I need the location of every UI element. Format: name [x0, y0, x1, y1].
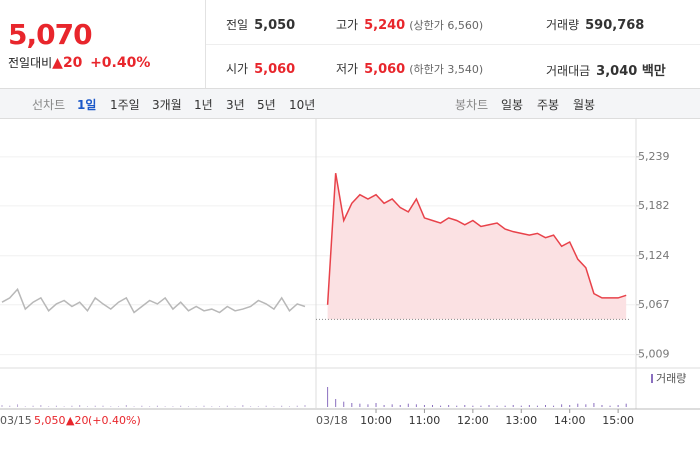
footer-text: 5,050: [34, 414, 66, 427]
stat-value: 3,040 백만: [596, 64, 666, 79]
stat-label: 거래량: [546, 18, 580, 32]
stat-label: 시가: [226, 62, 249, 76]
stat: 거래량 590,768: [546, 16, 644, 33]
x-tick-label: 13:00: [505, 414, 537, 427]
tab[interactable]: 주봉: [537, 98, 560, 112]
chart: 5,009 5,067 5,124 5,182 5,239 거래량 03/15 03/18 10…: [0, 119, 700, 427]
change-value: ▲20: [52, 55, 83, 71]
x-tick-label: 15:00: [602, 414, 634, 427]
x-tick-label: 03/18: [316, 414, 348, 427]
stat-label: 거래대금: [546, 64, 591, 78]
divider: [206, 44, 700, 45]
x-tick-label: 10:00: [360, 414, 392, 427]
tab[interactable]: 월봉: [573, 98, 596, 112]
stat: 전일 5,050: [226, 16, 295, 33]
tab-bar: 선차트 1일 1주일 3개월 1년 3년 5년 10년 봉차트 일봉 주봉 월봉: [0, 89, 700, 119]
stat-value: 590,768: [585, 18, 645, 33]
y-tick-label: 5,009: [638, 348, 670, 361]
stats: 전일 5,050 고가 5,240 (상한가 6,560) 거래량 590,768 시가 5,0…: [205, 0, 700, 88]
tab[interactable]: 1일: [77, 98, 97, 112]
tab[interactable]: 3개월: [152, 98, 182, 112]
y-tick-label: 5,182: [638, 199, 670, 212]
stat-sub: (상한가 6,560): [409, 19, 484, 32]
legend-swatch: [651, 374, 653, 383]
y-tick-label: 5,124: [638, 249, 670, 262]
footer-text: ▲20: [66, 414, 88, 427]
stat-value: 5,240: [364, 18, 406, 33]
stat-value: 5,050: [254, 18, 296, 33]
tab[interactable]: 3년: [226, 98, 245, 112]
tab[interactable]: 일봉: [501, 98, 524, 112]
stat: 저가 5,060 (하한가 3,540): [336, 60, 483, 77]
legend-label: 거래량: [656, 372, 686, 385]
price-line: [326, 173, 627, 305]
stat: 거래대금 3,040 백만: [546, 60, 666, 79]
stat-label: 저가: [336, 62, 359, 76]
tab-group-label: 선차트: [32, 98, 66, 112]
x-tick-label: 12:00: [457, 414, 489, 427]
tab[interactable]: 1년: [194, 98, 213, 112]
footer-text: (+0.40%): [88, 414, 141, 427]
stat-label: 고가: [336, 18, 359, 32]
y-tick-label: 5,239: [638, 150, 670, 163]
stat: 시가 5,060: [226, 60, 295, 77]
tab-group-label: 봉차트: [455, 98, 489, 112]
stat-value: 5,060: [254, 62, 296, 77]
stat-label: 전일: [226, 18, 249, 32]
change: 전일대비▲20 +0.40%: [8, 54, 150, 71]
tab[interactable]: 1주일: [110, 98, 140, 112]
stat: 고가 5,240 (상한가 6,560): [336, 16, 483, 33]
stat-sub: (하한가 3,540): [409, 63, 484, 76]
area: [327, 173, 627, 320]
tab[interactable]: 10년: [289, 98, 316, 112]
x-tick-label: 14:00: [554, 414, 586, 427]
header: 5,070 전일대비▲20 +0.40% 전일 5,050 고가 5,240 (상한가 …: [0, 0, 700, 89]
x-tick-label: 11:00: [409, 414, 441, 427]
price: 5,070: [8, 18, 93, 51]
change-label: 전일대비: [8, 56, 53, 70]
tab[interactable]: 5년: [257, 98, 276, 112]
x-tick-label: 03/15: [0, 414, 32, 427]
y-tick-label: 5,067: [638, 298, 670, 311]
change-rate: +0.40%: [90, 55, 151, 71]
stat-value: 5,060: [364, 62, 406, 77]
price-line: [1, 287, 306, 314]
